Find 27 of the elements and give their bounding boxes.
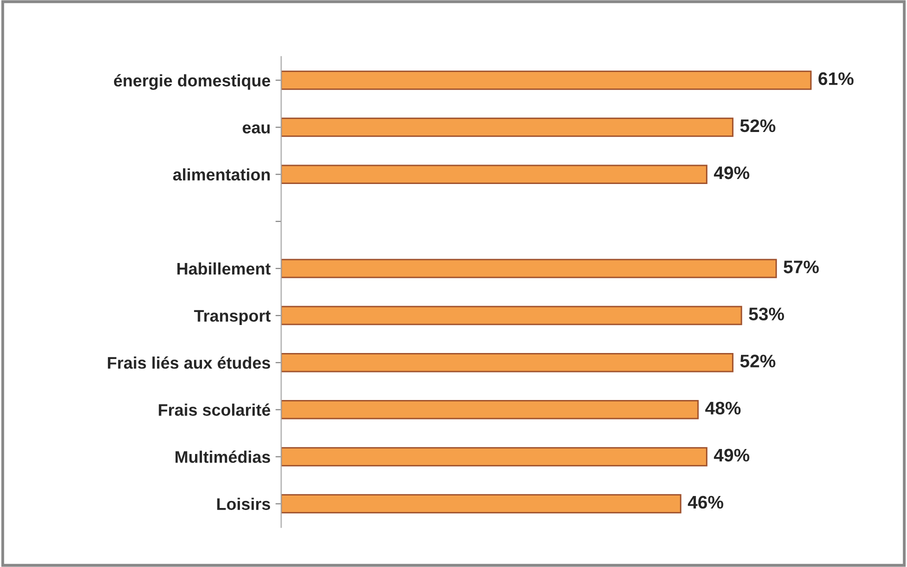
data-label: 53%	[748, 308, 784, 320]
y-tick-label: alimentation	[173, 168, 270, 181]
bar	[281, 494, 682, 514]
bar	[281, 70, 812, 90]
bar	[281, 447, 708, 466]
bar	[281, 400, 699, 420]
y-tick-label: Multimédias	[176, 450, 270, 463]
data-label: 57%	[784, 260, 819, 274]
y-tick-label: Frais liés aux études	[108, 356, 270, 369]
bar	[281, 258, 777, 278]
data-label: 52%	[740, 354, 776, 368]
data-label: 49%	[714, 448, 750, 462]
y-tick-label: Transport	[194, 310, 271, 326]
y-tick-label: eau	[242, 124, 270, 134]
data-label: 61%	[818, 72, 854, 86]
bar	[281, 352, 734, 372]
data-label: 46%	[688, 496, 724, 509]
data-label: 49%	[714, 166, 750, 180]
y-tick-label: énergie domestique	[114, 74, 270, 90]
y-tick-label: Habillement	[177, 262, 271, 275]
bar	[281, 164, 708, 184]
bar	[281, 306, 742, 326]
y-tick-label: Frais scolarité	[158, 403, 270, 416]
y-tick-label: Loisirs	[217, 498, 270, 510]
data-label: 48%	[705, 402, 741, 415]
data-label: 52%	[740, 119, 776, 132]
bar	[281, 118, 734, 137]
